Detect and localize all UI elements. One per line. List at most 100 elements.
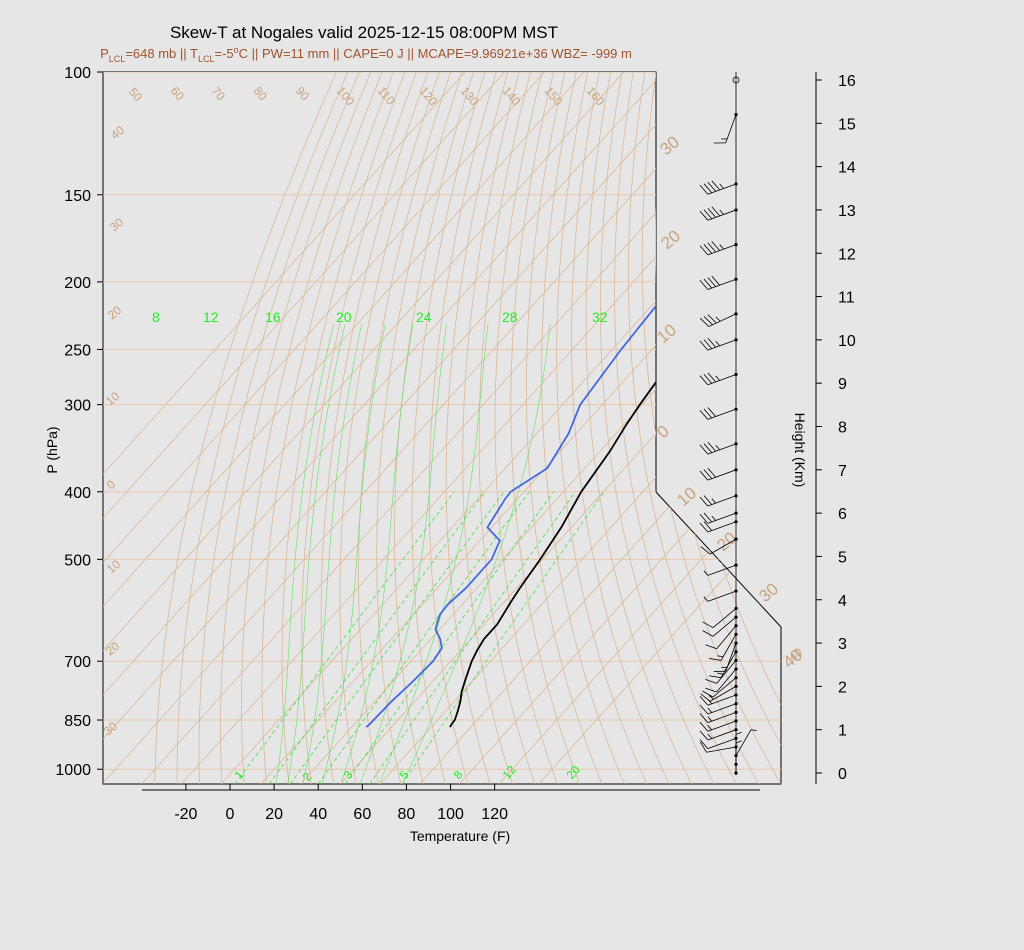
wind-barb-feather bbox=[699, 741, 707, 753]
dry-adiabat-label: 160 bbox=[584, 84, 608, 109]
wind-barb-feather bbox=[711, 275, 720, 286]
dry-adiabat-label: 100 bbox=[334, 84, 358, 109]
dry-adiabat-line bbox=[428, 72, 497, 784]
isotherm-line bbox=[103, 72, 545, 784]
height-tick-label: 2 bbox=[838, 679, 847, 696]
wind-barb-feather bbox=[707, 277, 717, 287]
wind-barb-feather bbox=[711, 206, 720, 217]
isotherm-line bbox=[103, 72, 585, 784]
wind-barb-feather bbox=[700, 546, 711, 555]
dry-adiabat-line bbox=[641, 72, 781, 784]
isotherm-line bbox=[260, 72, 781, 784]
x-tick-label: -20 bbox=[174, 806, 197, 823]
p-tick-label: 1000 bbox=[55, 762, 91, 779]
x-tick-label: 0 bbox=[226, 806, 235, 823]
dry-adiabat-line bbox=[198, 72, 360, 784]
height-tick-label: 13 bbox=[838, 203, 856, 220]
height-tick-label: 8 bbox=[838, 420, 847, 437]
wind-barb-feather bbox=[703, 469, 713, 479]
moist-adiabat-line bbox=[402, 324, 551, 784]
isotherm-line bbox=[538, 72, 781, 784]
axis-layer: -20 0 20 40 60 80 100 1201001502002503004005007… bbox=[55, 65, 855, 823]
wind-barb-staff bbox=[707, 469, 737, 481]
isotherm-label: 30 bbox=[101, 719, 120, 739]
moist-adiabat-line bbox=[321, 324, 386, 784]
mixing-ratio-label: 2 bbox=[300, 770, 315, 784]
moist-adiabat-label: 20 bbox=[336, 309, 352, 325]
height-tick-label: 11 bbox=[838, 290, 855, 307]
moist-adiabat-line bbox=[287, 324, 346, 784]
wind-barb-feather bbox=[719, 183, 724, 189]
wind-barb-feather bbox=[750, 729, 757, 732]
isotherm-line bbox=[379, 72, 781, 784]
mixing-ratio-line bbox=[344, 491, 554, 784]
x-tick-label: 100 bbox=[437, 806, 464, 823]
wind-barb-feather bbox=[707, 242, 717, 253]
wind-barb-staff bbox=[725, 114, 737, 143]
wind-barb-feather bbox=[699, 514, 709, 524]
dry-adiabat-line bbox=[376, 72, 463, 784]
x-tick-label: 40 bbox=[309, 806, 327, 823]
wind-barb-feather bbox=[707, 707, 713, 713]
dry-adiabat-label: 50 bbox=[126, 85, 146, 104]
isotherm-line bbox=[498, 72, 781, 784]
p-tick-label: 500 bbox=[64, 552, 91, 569]
wind-barb-feather bbox=[705, 644, 717, 650]
wind-barb-staff bbox=[707, 590, 737, 602]
dry-adiabat-line bbox=[220, 72, 372, 784]
wind-barb-feather bbox=[699, 739, 709, 749]
height-tick-label: 4 bbox=[838, 593, 847, 610]
wind-barb-feather bbox=[711, 515, 717, 521]
dry-adiabat-line bbox=[541, 72, 625, 784]
wind-barb-feather bbox=[703, 570, 709, 576]
dry-adiabat-line bbox=[462, 72, 520, 784]
moist-adiabat-line bbox=[302, 324, 362, 784]
trace-clip-group bbox=[365, 304, 656, 728]
wind-barb-feather bbox=[703, 339, 713, 349]
wind-barb-feather bbox=[702, 630, 714, 637]
wind-barb-feather bbox=[707, 441, 717, 452]
isotherm-label: 20 bbox=[105, 303, 124, 323]
isotherm-line bbox=[181, 72, 781, 784]
wind-barb-feather bbox=[699, 721, 709, 732]
wind-barb-feather bbox=[703, 521, 713, 531]
wind-barb-staff bbox=[707, 209, 737, 221]
dry-adiabat-line bbox=[571, 72, 670, 784]
moist-adiabat-label: 16 bbox=[265, 309, 281, 325]
dry-adiabat-line bbox=[556, 72, 648, 784]
mixing-ratio-line bbox=[234, 491, 455, 784]
moist-adiabat-label: 8 bbox=[152, 309, 160, 325]
wind-barb-layer bbox=[699, 72, 757, 775]
x-tick-label: 20 bbox=[265, 806, 283, 823]
dry-adiabat-label: 130 bbox=[458, 84, 482, 109]
dry-adiabat-line bbox=[154, 72, 337, 784]
wind-barb-feather bbox=[708, 695, 714, 700]
chart-subtitle: PLCL=648 mb || TLCL=-5oC || PW=11 mm || … bbox=[100, 45, 632, 64]
wind-barb-feather bbox=[699, 704, 709, 715]
grid-clip-group bbox=[103, 72, 781, 784]
wind-barb-feather bbox=[707, 372, 717, 383]
isotherm-line bbox=[220, 72, 781, 784]
dry-adiabat-line bbox=[411, 72, 486, 784]
wind-barb-feather bbox=[711, 498, 717, 504]
dry-adiabat-line bbox=[320, 72, 429, 784]
dry-adiabat-line bbox=[526, 72, 603, 784]
wind-barb-staff bbox=[707, 339, 737, 351]
wind-barb-feather bbox=[707, 407, 717, 417]
wind-barb-feather bbox=[709, 675, 722, 679]
wind-barb-feather bbox=[703, 443, 713, 453]
wind-barb-feather bbox=[703, 408, 713, 419]
wind-barb-feather bbox=[711, 241, 720, 251]
dry-adiabat-line bbox=[600, 72, 715, 784]
wind-barb-feather bbox=[702, 621, 714, 629]
isotherm-right-label: 10 bbox=[653, 320, 680, 347]
wind-barb-feather bbox=[699, 280, 709, 290]
dry-adiabat-line bbox=[261, 72, 394, 784]
wind-barb-feather bbox=[735, 740, 742, 744]
wind-barb-feather bbox=[717, 655, 724, 658]
x-tick-label: 80 bbox=[398, 806, 416, 823]
wind-barb-staff bbox=[707, 720, 737, 732]
wind-barb-staff bbox=[707, 495, 737, 507]
isotherm-right-label: 40 bbox=[779, 645, 806, 672]
